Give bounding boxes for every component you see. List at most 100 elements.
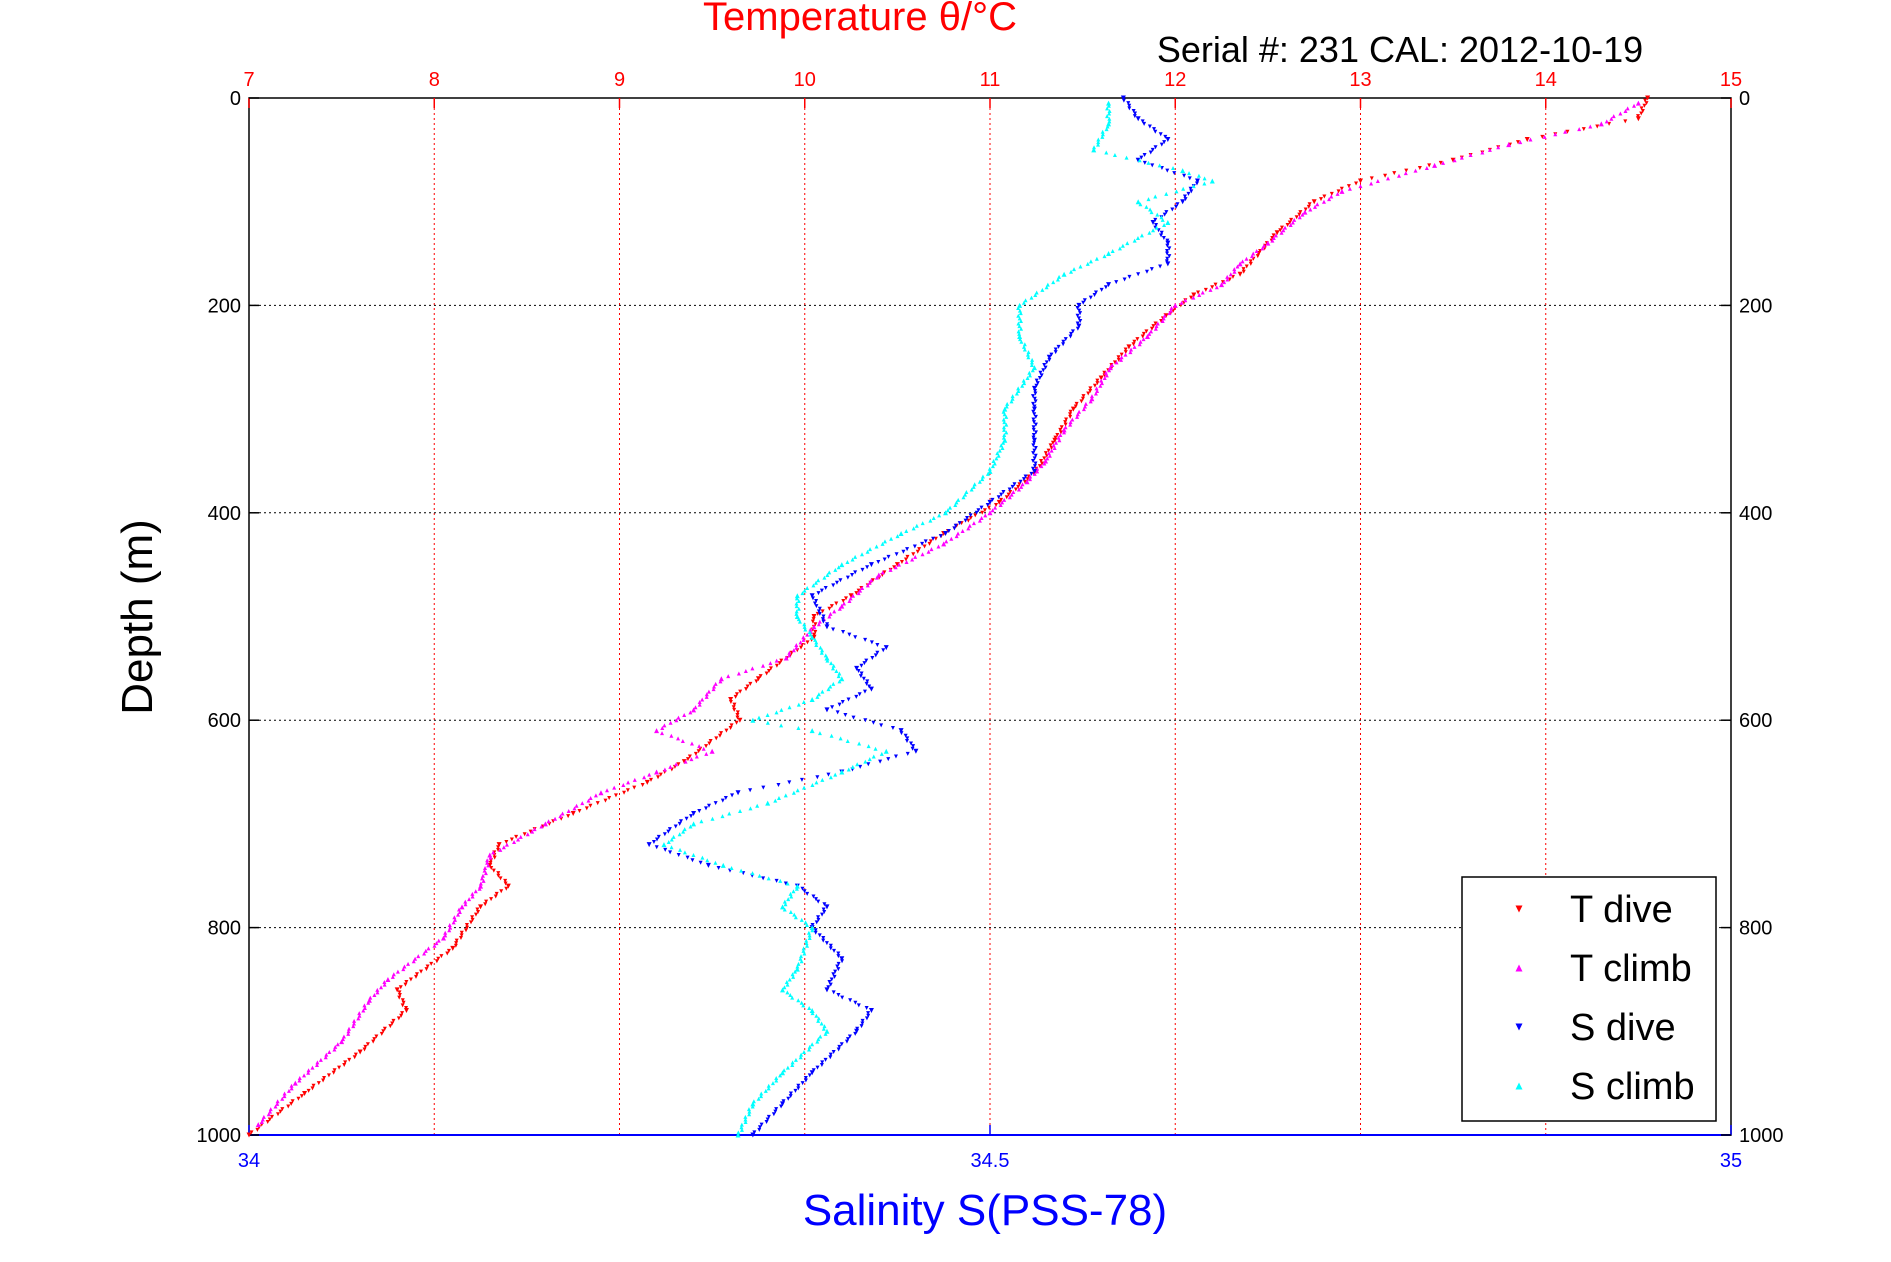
data-point — [1117, 246, 1122, 251]
data-point — [1147, 230, 1152, 235]
data-point — [817, 606, 822, 611]
data-point — [595, 801, 600, 806]
data-point — [266, 1112, 271, 1117]
data-point — [854, 591, 859, 596]
data-point — [1142, 153, 1147, 158]
data-point — [866, 744, 871, 749]
data-point — [356, 1016, 361, 1021]
data-point — [1182, 173, 1187, 178]
data-point — [836, 967, 841, 972]
data-point — [1639, 106, 1644, 111]
data-point — [874, 544, 879, 549]
data-point — [845, 1037, 850, 1042]
data-point — [1278, 228, 1283, 233]
data-point — [1149, 329, 1154, 334]
data-point — [1635, 116, 1641, 122]
data-point — [463, 902, 468, 907]
data-point — [498, 876, 503, 881]
data-point — [1031, 417, 1036, 422]
data-point — [805, 640, 810, 645]
data-point — [1358, 184, 1363, 189]
data-point — [814, 598, 819, 603]
data-point — [801, 635, 806, 640]
data-point — [1064, 417, 1069, 422]
data-point — [496, 845, 501, 850]
data-point — [403, 982, 408, 987]
data-point — [810, 923, 815, 928]
data-point — [1194, 181, 1199, 186]
data-point — [816, 692, 821, 697]
data-point — [805, 943, 810, 948]
data-point — [246, 1132, 252, 1138]
data-point — [1002, 412, 1007, 417]
data-point — [865, 583, 870, 588]
data-point — [1020, 383, 1025, 388]
data-point — [824, 707, 830, 713]
data-point — [1075, 321, 1080, 326]
data-point — [1164, 191, 1169, 196]
data-point — [845, 575, 850, 580]
data-point — [1244, 264, 1249, 269]
data-point — [794, 604, 799, 609]
data-point — [768, 661, 773, 666]
data-point — [860, 552, 865, 557]
data-point — [1112, 360, 1117, 365]
data-point — [691, 821, 697, 827]
data-point — [315, 1060, 320, 1065]
data-point — [651, 840, 656, 845]
data-point — [999, 497, 1004, 502]
data-point — [1105, 106, 1110, 111]
data-point — [756, 1096, 761, 1101]
data-point — [1119, 352, 1124, 357]
data-point — [874, 575, 879, 580]
data-point — [829, 733, 834, 738]
data-point — [968, 513, 973, 518]
data-point — [1018, 318, 1023, 323]
data-point — [830, 666, 835, 671]
data-point — [826, 772, 831, 777]
data-point — [755, 676, 761, 682]
data-point — [1106, 103, 1111, 108]
data-point — [351, 1021, 356, 1026]
data-point — [915, 549, 920, 554]
top-tick-label: 9 — [614, 69, 625, 91]
data-point — [660, 731, 665, 736]
data-point — [280, 1096, 285, 1101]
data-point — [770, 1081, 775, 1086]
data-point — [886, 757, 891, 762]
data-point — [346, 1031, 351, 1036]
data-point — [704, 806, 709, 811]
data-point — [809, 1070, 815, 1076]
data-point — [646, 842, 652, 848]
data-point — [1147, 124, 1152, 129]
data-point — [812, 601, 817, 606]
data-point — [1165, 238, 1170, 243]
data-point — [710, 816, 715, 821]
data-point — [1165, 248, 1170, 253]
data-point — [1081, 300, 1086, 305]
data-point — [866, 1011, 871, 1016]
data-point — [680, 738, 685, 743]
data-point — [682, 713, 687, 718]
data-point — [828, 1055, 833, 1060]
data-point — [809, 925, 815, 931]
data-point — [1191, 184, 1196, 189]
data-point — [1369, 181, 1374, 186]
data-point — [434, 959, 439, 964]
data-point — [904, 738, 909, 743]
data-point — [986, 505, 991, 510]
data-point — [690, 858, 695, 863]
data-point — [707, 803, 712, 808]
data-point — [1153, 194, 1158, 199]
data-point — [459, 933, 464, 938]
data-point — [825, 573, 830, 578]
data-point — [818, 1034, 823, 1039]
data-point — [799, 954, 804, 959]
data-point — [1077, 308, 1082, 313]
data-point — [1187, 176, 1192, 181]
data-point — [1104, 127, 1109, 132]
data-point — [1250, 254, 1255, 259]
data-point — [839, 603, 845, 609]
legend-label: S dive — [1570, 1007, 1676, 1049]
data-point — [447, 928, 452, 933]
